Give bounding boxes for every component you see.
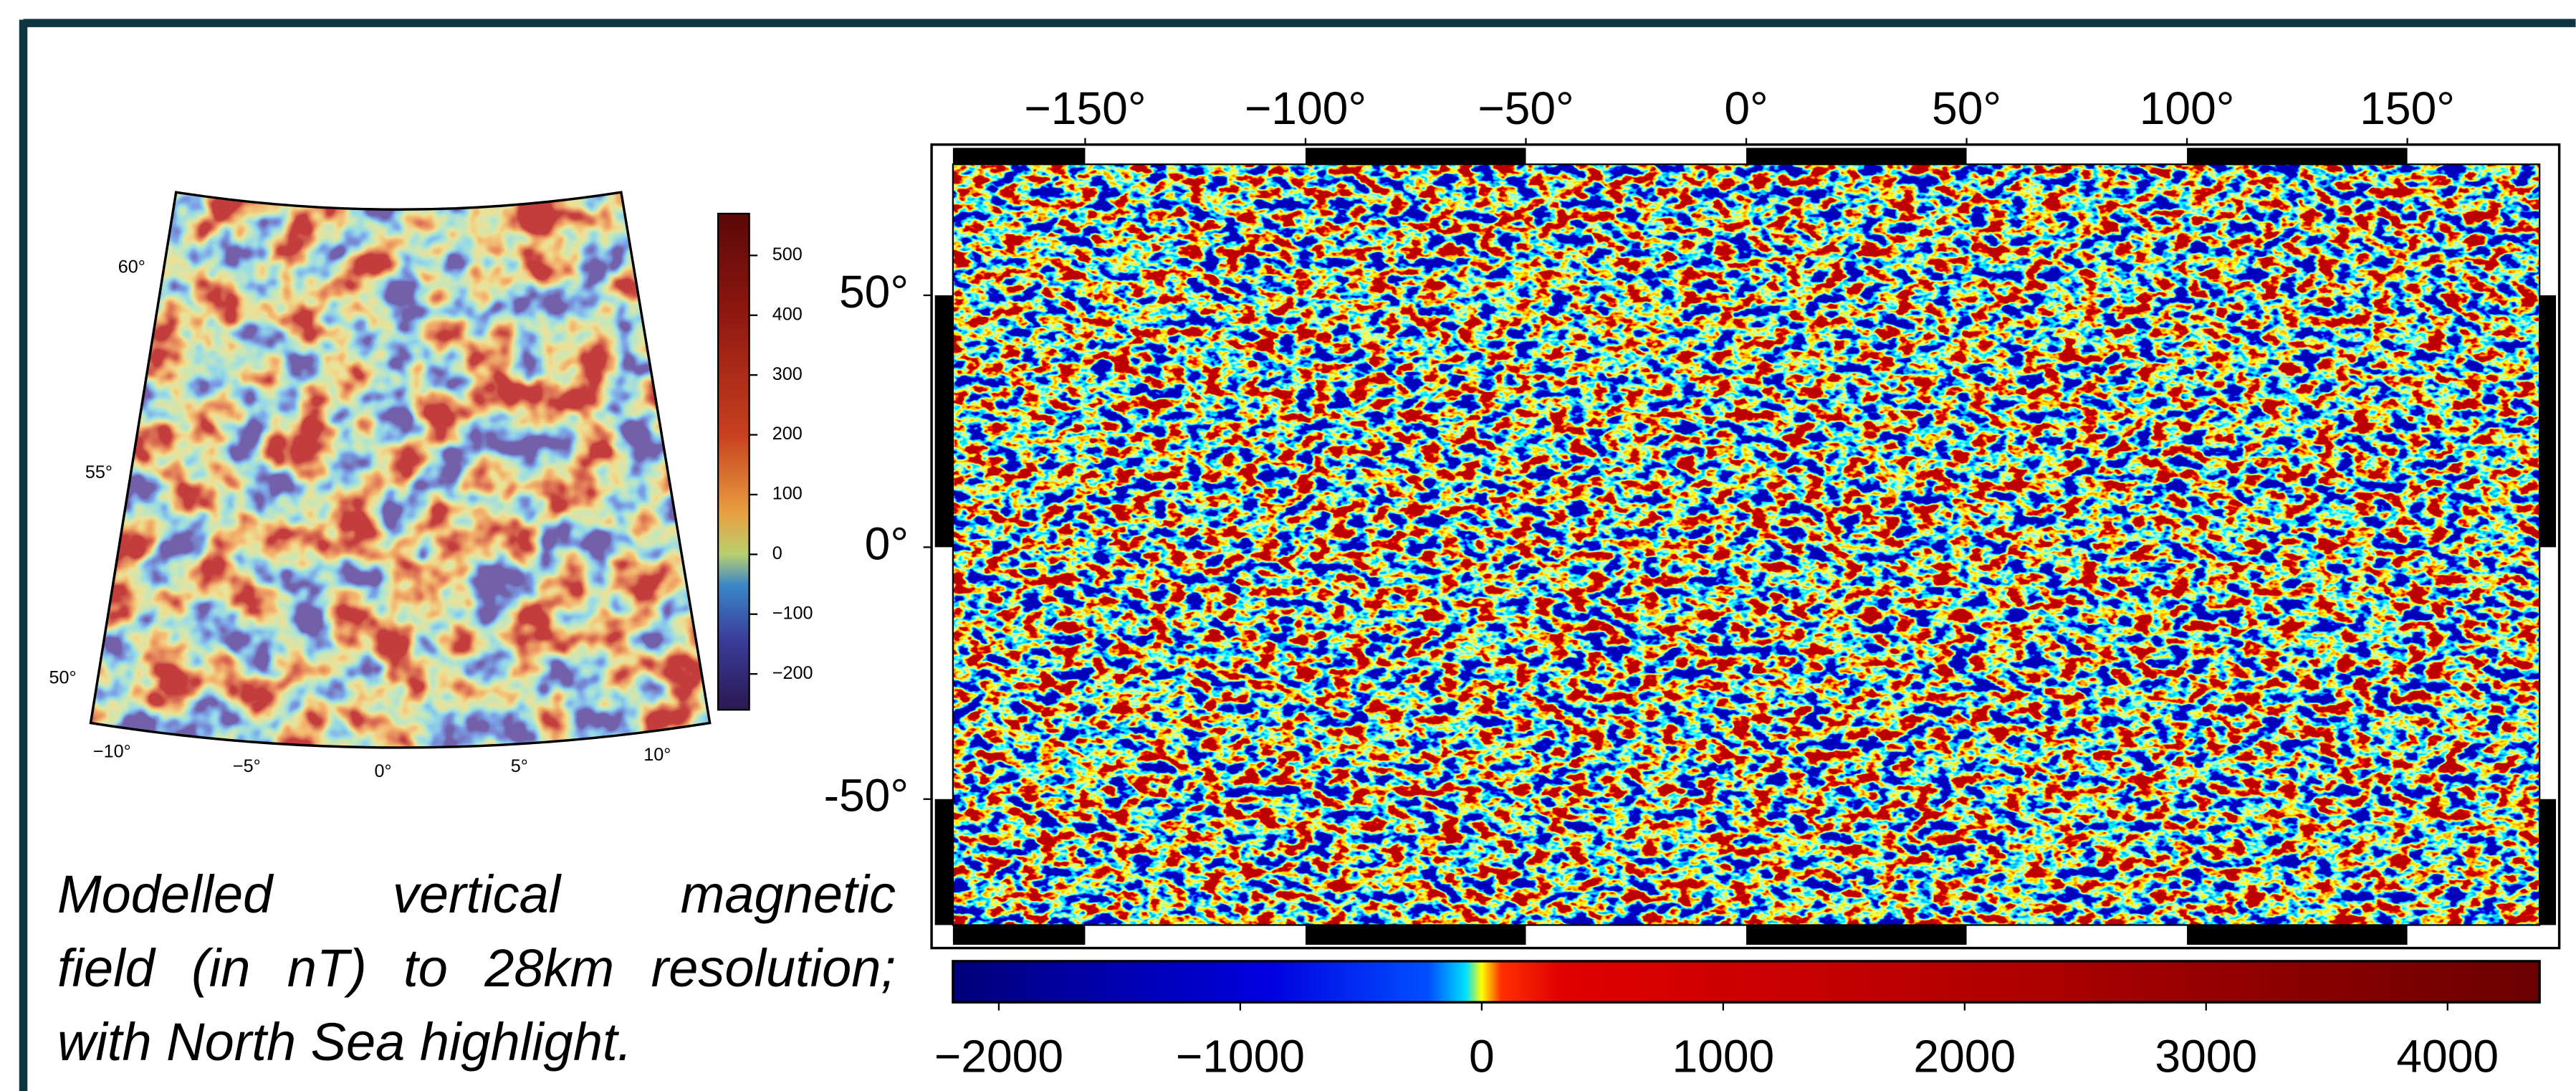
colorbar-tick-label: −1000 (1176, 1030, 1305, 1082)
x-tick-label: 100° (2140, 82, 2235, 134)
x-tick-label: −150° (1024, 82, 1146, 134)
lon-label: −5° (233, 756, 261, 776)
x-tick-label: 50° (1932, 82, 2001, 134)
caption-line: with North Sea highlight. (57, 1012, 633, 1072)
colorbar-tick-label: 500 (772, 244, 803, 265)
colorbar-tick-label: 0 (772, 543, 782, 563)
colorbar-tick-label: 4000 (2396, 1030, 2499, 1082)
x-tick-label: −50° (1478, 82, 1574, 134)
y-tick-label: 0° (865, 518, 909, 569)
lon-label: −10° (93, 741, 131, 761)
colorbar-tick-label: 0 (1469, 1030, 1495, 1082)
colorbar-tick-label: −2000 (934, 1030, 1063, 1082)
x-tick-label: 0° (1724, 82, 1768, 134)
frame-checker (952, 925, 1086, 945)
lat-label: 55° (85, 462, 112, 482)
colorbar-tick-label: 200 (772, 424, 803, 444)
caption-line: field (in nT) to 28km resolution; (57, 938, 896, 998)
colorbar-tick-label: 3000 (2155, 1030, 2257, 1082)
caption-line: Modelled vertical magnetic (57, 864, 896, 924)
colorbar-tick-label: −100 (772, 603, 813, 623)
regional-colorbar (717, 212, 750, 711)
lat-label: 60° (118, 257, 145, 277)
frame-checker (1305, 925, 1526, 945)
frame-checker (2187, 925, 2408, 945)
frame-checker (2539, 799, 2557, 925)
lon-label: 10° (643, 745, 671, 765)
y-tick-label: -50° (824, 770, 909, 821)
frame-checker (1305, 148, 1526, 165)
regional-map-frame (89, 191, 712, 749)
lat-label: 50° (49, 667, 76, 687)
colorbar-tick-label: 2000 (1913, 1030, 2016, 1082)
x-tick-label: 150° (2360, 82, 2455, 134)
frame-checker (934, 295, 953, 548)
frame-checker (2187, 148, 2408, 165)
caption: Modelled vertical magnetic field (in nT) … (57, 857, 896, 1079)
colorbar-tick-label: 400 (772, 304, 803, 324)
global-field-image (952, 164, 2540, 925)
lon-label: 0° (374, 761, 391, 781)
regional-field-image (90, 192, 710, 748)
frame-checker (1746, 925, 1967, 945)
frame-checker (1746, 148, 1967, 165)
frame-checker (2539, 295, 2557, 548)
frame-checker (952, 148, 1086, 165)
colorbar-tick-label: 300 (772, 364, 803, 384)
global-colorbar (952, 960, 2541, 1004)
x-tick-label: −100° (1245, 82, 1366, 134)
regional-map-field (90, 192, 710, 748)
frame-checker (934, 799, 953, 925)
y-tick-label: 50° (839, 266, 909, 318)
colorbar-tick-label: −200 (772, 663, 813, 683)
lon-label: 5° (511, 756, 528, 776)
colorbar-tick-label: 100 (772, 484, 803, 504)
colorbar-tick-label: 1000 (1672, 1030, 1774, 1082)
